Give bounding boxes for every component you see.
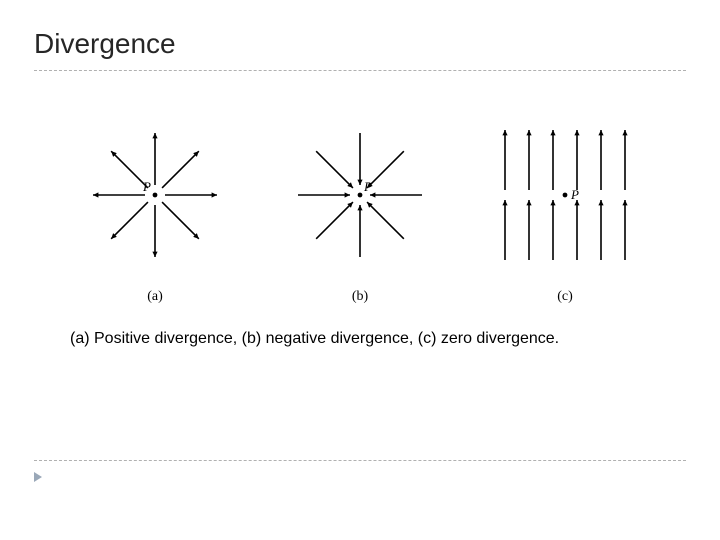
diagram-a-label: (a): [60, 289, 250, 305]
diagram-row: P (a) P (b) P (c): [60, 110, 660, 310]
diagram-a: P (a): [60, 110, 250, 310]
title-divider: [34, 70, 686, 71]
diagram-b-label: (b): [265, 289, 455, 305]
diagram-b: P (b): [265, 110, 455, 310]
page-title: Divergence: [34, 28, 176, 60]
footer-divider: [34, 460, 686, 461]
caption: (a) Positive divergence, (b) negative di…: [70, 330, 559, 348]
slide: Divergence P (a) P (b) P (c) (a) Positiv…: [0, 0, 720, 540]
svg-text:P: P: [142, 179, 151, 194]
diagram-c-svg: P: [470, 110, 660, 280]
diagram-c-label: (c): [470, 289, 660, 305]
diagram-b-svg: P: [265, 110, 455, 280]
svg-text:P: P: [570, 187, 579, 202]
svg-text:P: P: [363, 179, 372, 194]
diagram-a-svg: P: [60, 110, 250, 280]
footer-marker-icon: [34, 472, 42, 482]
diagram-c: P (c): [470, 110, 660, 310]
